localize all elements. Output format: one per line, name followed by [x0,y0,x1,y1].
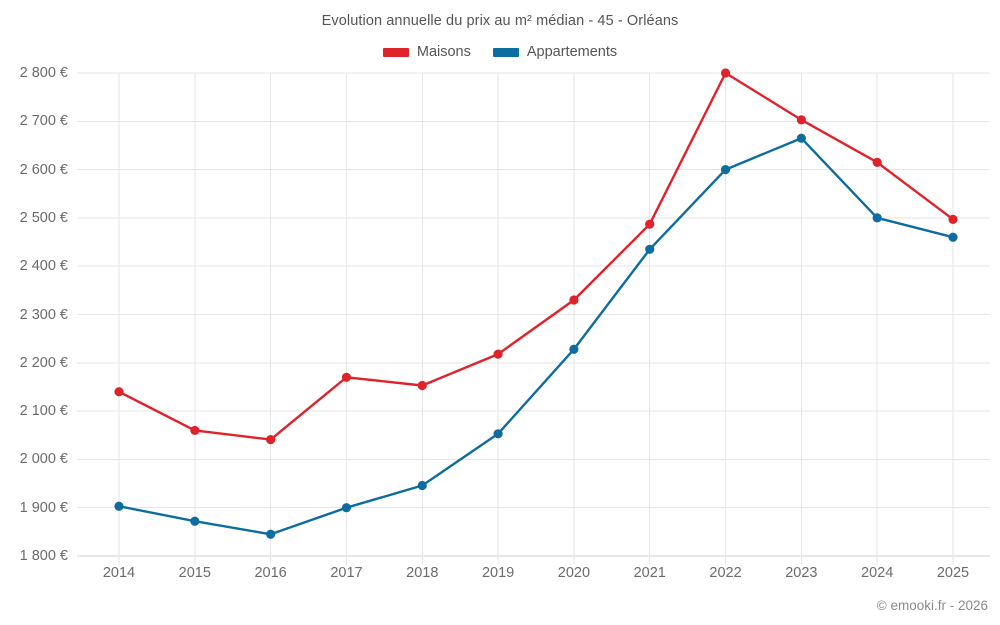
y-axis-tick-label: 1 900 € [19,499,68,516]
data-point[interactable] [796,133,806,143]
data-point[interactable] [266,529,276,539]
legend-label-maisons: Maisons [416,44,471,60]
data-point[interactable] [872,213,882,223]
legend-item-appartements[interactable]: Appartements [492,44,618,60]
x-axis-tick-label: 2024 [861,565,894,581]
data-point[interactable] [645,219,655,229]
data-point[interactable] [417,480,427,491]
x-axis-tick-label: 2021 [633,565,666,581]
x-axis-tick-label: 2019 [481,565,515,581]
y-axis-tick-label: 2 600 € [19,161,68,178]
data-point[interactable] [190,425,200,436]
x-axis-tick-label: 2022 [709,565,742,581]
legend-swatch-maisons [382,47,409,57]
data-point[interactable] [190,516,200,526]
chart-title: Evolution annuelle du prix au m² médian … [321,13,679,29]
x-axis-labels: 2014 2015 2016 2017 2018 2019 2020 2021 2022 2023… [0,565,1000,589]
y-axis-tick-label: 2 100 € [19,403,68,420]
data-point[interactable] [948,214,958,224]
legend-item-maisons[interactable]: Maisons [382,44,471,60]
data-point[interactable] [341,372,352,382]
x-axis-tick-label: 2025 [936,565,970,581]
data-point[interactable] [493,429,503,439]
y-axis-tick-label: 2 500 € [19,209,68,226]
data-point[interactable] [948,232,958,242]
chart-gridlines [77,72,990,565]
y-axis-tick-label: 1 800 € [19,548,68,564]
y-axis-labels: 1 800 € 1 900 € 2 000 € 2 100 € 2 200 € 2 300… [0,65,68,564]
series-line-appartements [117,137,955,536]
data-point[interactable] [720,165,731,175]
chart-legend: Maisons Appartements [0,44,1000,60]
x-axis-tick-label: 2015 [178,565,211,581]
x-axis-tick-label: 2016 [254,565,287,581]
x-axis-tick-label: 2018 [406,565,439,581]
data-point[interactable] [796,115,806,125]
legend-label-appartements: Appartements [526,44,618,60]
y-axis-tick-label: 2 400 € [19,258,68,275]
y-axis-tick-label: 2 000 € [19,451,68,468]
y-axis-tick-label: 2 800 € [19,65,68,81]
chart-series-layer [114,68,958,539]
data-point[interactable] [417,380,427,391]
data-point[interactable] [114,387,124,397]
x-axis-tick-label: 2014 [102,565,136,581]
footer-credit: © emooki.fr - 2026 [876,598,988,613]
data-point[interactable] [341,503,352,513]
data-point[interactable] [569,295,579,305]
data-point[interactable] [720,68,731,78]
data-point[interactable] [266,434,276,445]
data-point[interactable] [493,349,503,359]
x-axis-tick-label: 2020 [557,565,591,581]
y-axis-tick-label: 2 200 € [19,354,68,371]
data-point[interactable] [645,244,655,254]
legend-swatch-appartements [492,47,519,57]
data-point[interactable] [569,344,579,354]
data-point[interactable] [872,157,882,167]
plot-area [77,68,990,565]
x-axis-tick-label: 2023 [785,565,818,581]
series-line-maisons [117,71,955,441]
data-point[interactable] [114,501,124,511]
x-axis-tick-label: 2017 [330,565,363,581]
y-axis-tick-label: 2 300 € [19,306,68,323]
y-axis-tick-label: 2 700 € [19,113,68,130]
